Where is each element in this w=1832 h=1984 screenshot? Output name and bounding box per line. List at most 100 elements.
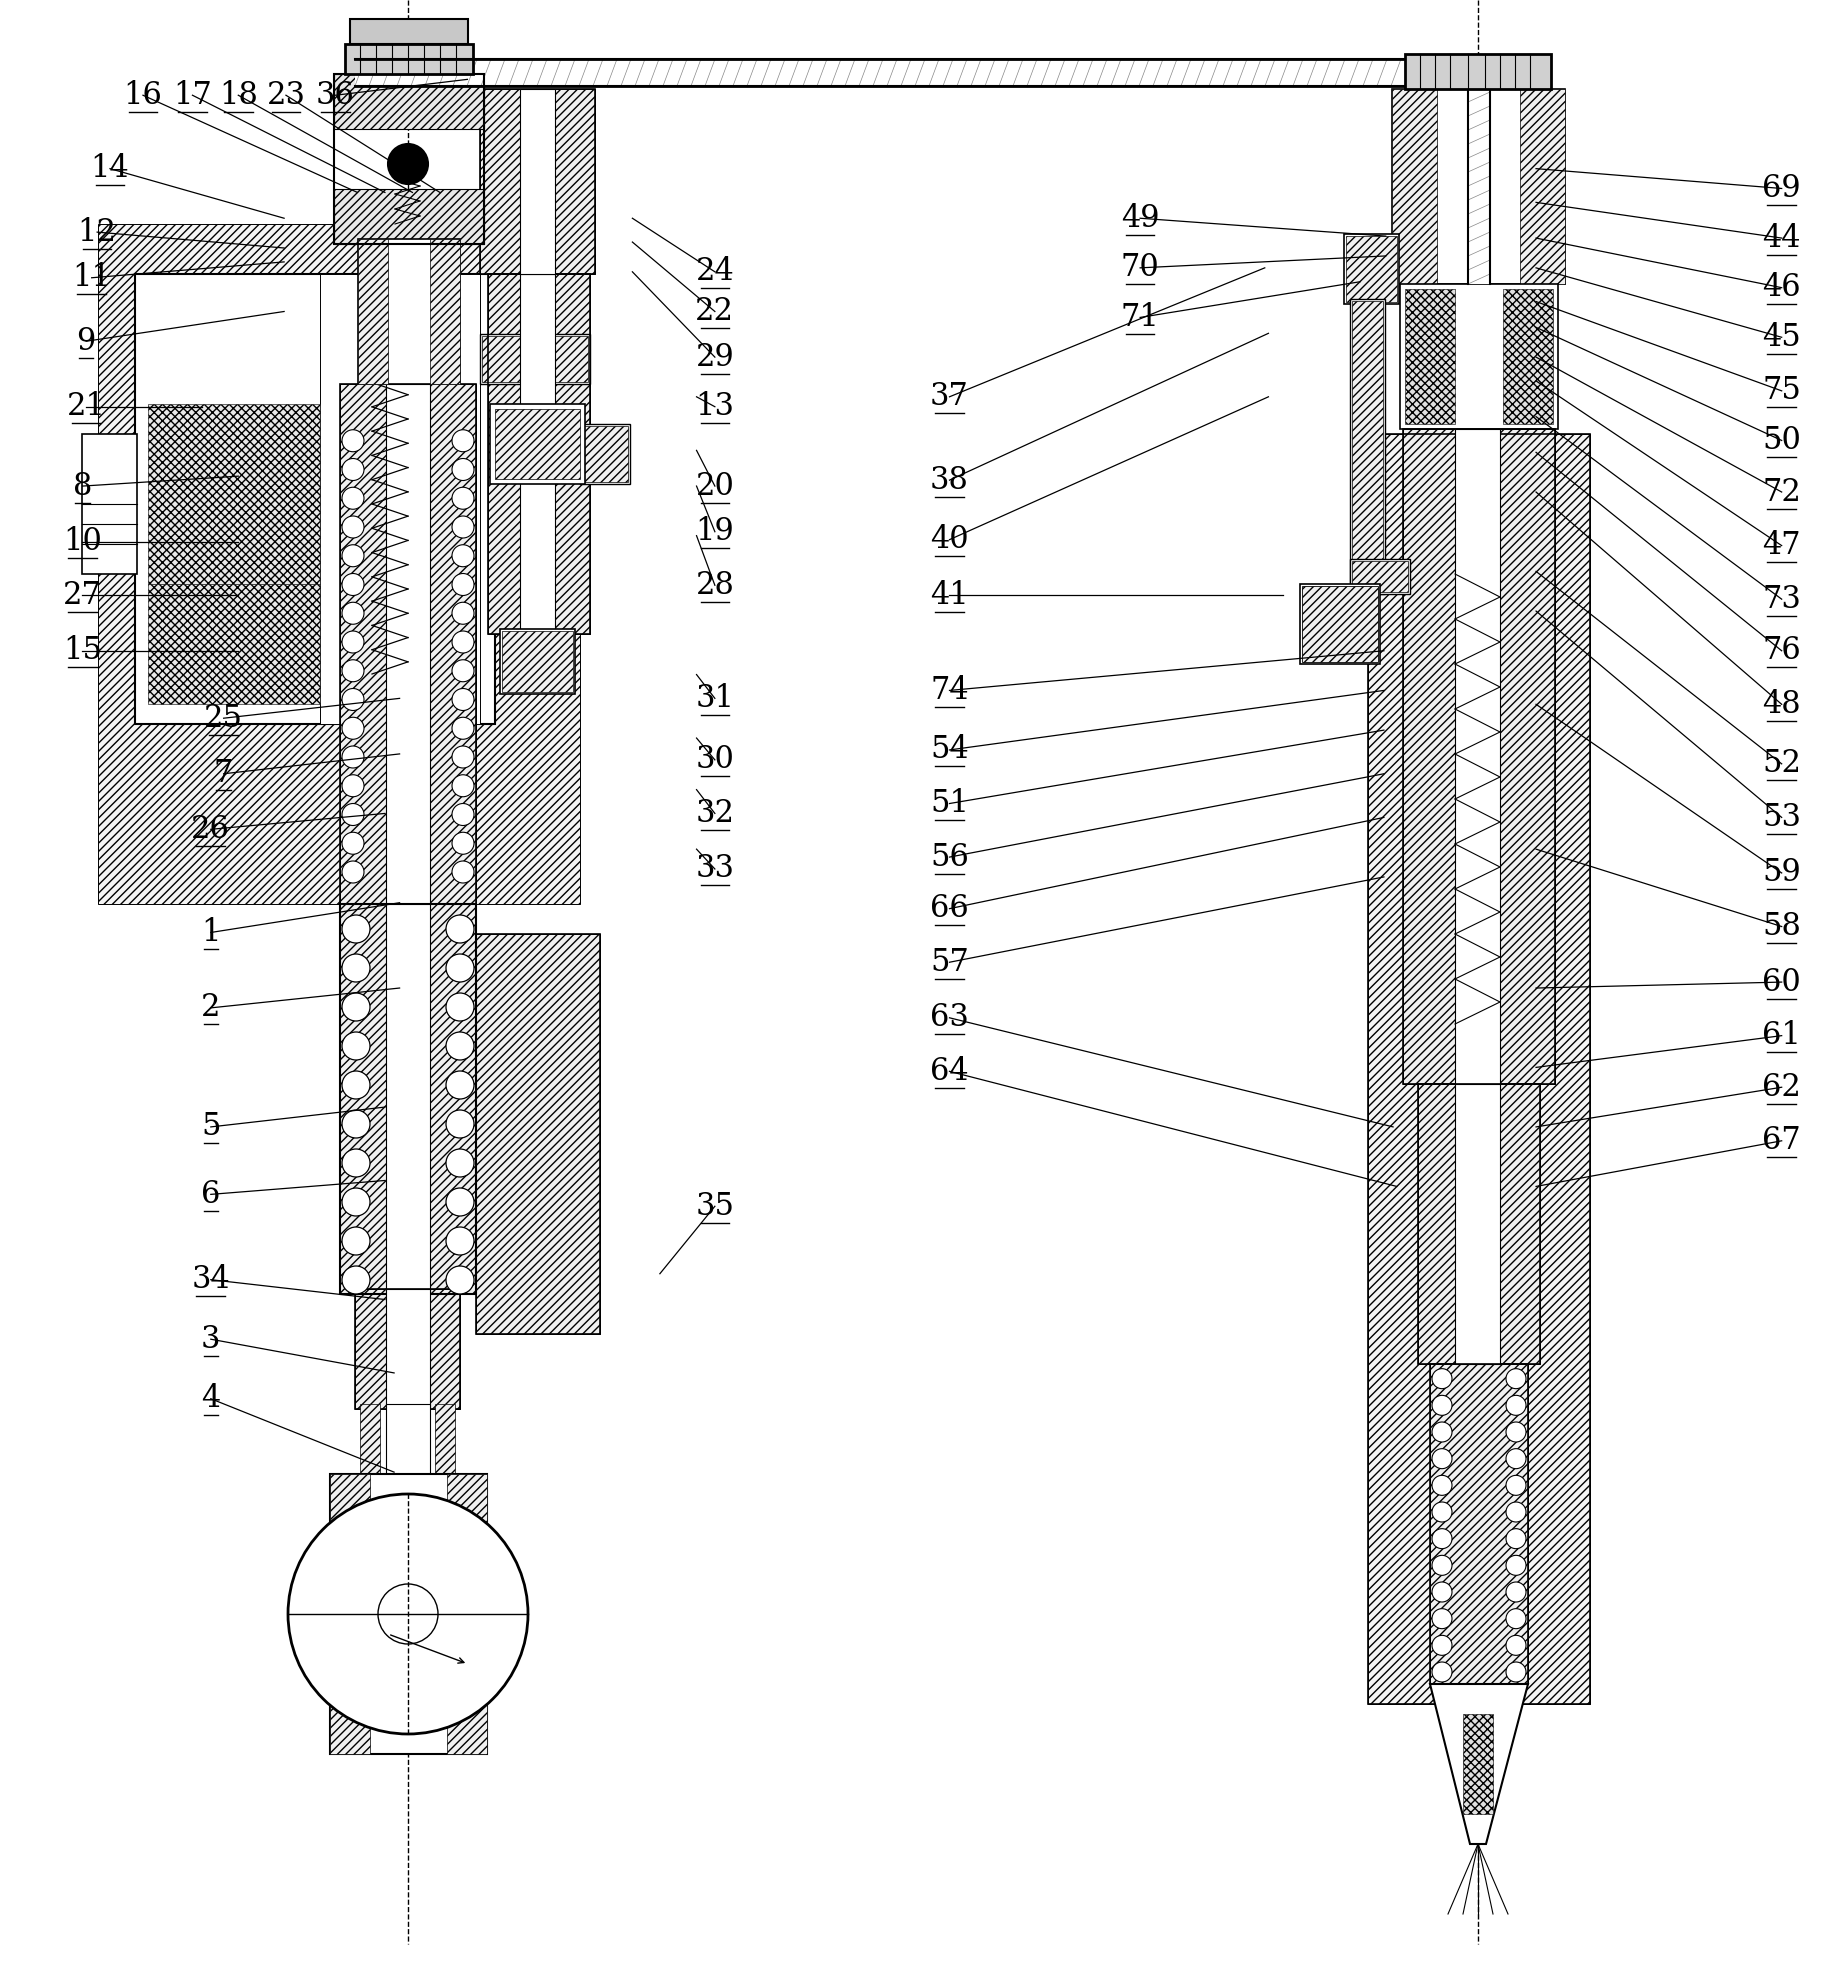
Circle shape (343, 1109, 370, 1139)
Bar (1352, 302, 1383, 591)
Text: 30: 30 (694, 744, 735, 776)
Bar (82, 434, 137, 573)
Bar (350, 20, 467, 44)
Bar (495, 409, 579, 478)
Circle shape (1506, 1635, 1526, 1655)
Circle shape (1506, 1476, 1526, 1496)
Bar (387, 1405, 431, 1484)
Text: 54: 54 (929, 734, 969, 766)
Bar (387, 385, 431, 905)
Text: 5: 5 (202, 1111, 220, 1143)
Bar (583, 427, 628, 482)
Circle shape (343, 831, 365, 855)
Circle shape (453, 573, 474, 595)
Bar (480, 333, 590, 385)
Text: 28: 28 (694, 569, 735, 601)
Bar (480, 89, 595, 274)
Circle shape (453, 546, 474, 567)
Circle shape (343, 488, 365, 510)
Circle shape (445, 954, 474, 982)
Text: 34: 34 (191, 1264, 231, 1296)
Circle shape (453, 631, 474, 653)
Bar (333, 188, 484, 244)
Text: 14: 14 (90, 153, 130, 185)
Circle shape (453, 746, 474, 768)
Circle shape (445, 994, 474, 1022)
Bar (482, 335, 588, 383)
Bar (1467, 85, 1489, 284)
Circle shape (453, 774, 474, 798)
Text: 71: 71 (1119, 302, 1160, 333)
Circle shape (1431, 1423, 1451, 1442)
Circle shape (1431, 1395, 1451, 1415)
Text: 12: 12 (77, 216, 117, 248)
Circle shape (343, 1188, 370, 1216)
Circle shape (453, 603, 474, 625)
Bar (387, 905, 431, 1294)
Circle shape (1506, 1395, 1526, 1415)
Bar (579, 425, 630, 484)
Bar (1401, 429, 1554, 1083)
Text: 64: 64 (929, 1055, 969, 1087)
Bar (1390, 89, 1436, 284)
Bar (1418, 1083, 1539, 1365)
Bar (1345, 236, 1396, 302)
Text: 24: 24 (694, 256, 735, 288)
Bar (344, 44, 473, 73)
Bar (1429, 1365, 1528, 1684)
Circle shape (343, 774, 365, 798)
Text: 23: 23 (266, 79, 306, 111)
Circle shape (343, 861, 365, 883)
Text: 47: 47 (1761, 530, 1801, 561)
Circle shape (445, 1032, 474, 1059)
Bar (476, 934, 599, 1333)
Bar (355, 1290, 460, 1409)
Circle shape (343, 1226, 370, 1256)
Circle shape (343, 718, 365, 740)
Circle shape (1431, 1663, 1451, 1682)
Circle shape (343, 516, 365, 538)
Text: 51: 51 (929, 788, 969, 819)
Bar (330, 1474, 370, 1754)
Circle shape (445, 1266, 474, 1294)
Bar (359, 1405, 379, 1484)
Text: 20: 20 (694, 470, 735, 502)
Text: 75: 75 (1761, 375, 1801, 407)
Bar (487, 274, 590, 635)
Circle shape (1506, 1369, 1526, 1389)
Text: 32: 32 (694, 798, 735, 829)
Text: 21: 21 (66, 391, 106, 423)
Bar (447, 1474, 487, 1754)
Circle shape (445, 1109, 474, 1139)
Bar (1455, 429, 1499, 1083)
Text: 61: 61 (1761, 1020, 1801, 1052)
Bar (476, 934, 599, 1333)
Bar (1343, 234, 1398, 304)
Text: 69: 69 (1761, 173, 1801, 204)
Text: 35: 35 (694, 1190, 735, 1222)
Bar (431, 238, 460, 385)
Bar (1455, 1083, 1499, 1365)
Circle shape (1506, 1448, 1526, 1468)
Text: 59: 59 (1761, 857, 1801, 889)
Bar (1405, 54, 1550, 89)
Circle shape (445, 1226, 474, 1256)
Text: 73: 73 (1761, 583, 1801, 615)
Circle shape (388, 145, 427, 185)
Text: 26: 26 (191, 813, 231, 845)
Text: 53: 53 (1761, 802, 1801, 833)
Circle shape (343, 1032, 370, 1059)
Bar (355, 1290, 460, 1409)
Text: 36: 36 (315, 79, 355, 111)
Text: 44: 44 (1761, 222, 1801, 254)
Text: 13: 13 (694, 391, 735, 423)
Bar (1367, 434, 1588, 1704)
Bar (357, 238, 388, 385)
Bar (502, 631, 573, 692)
Circle shape (1506, 1581, 1526, 1601)
Bar (387, 1290, 431, 1409)
Text: 46: 46 (1761, 272, 1801, 304)
Text: 10: 10 (62, 526, 103, 558)
Bar (1299, 583, 1379, 665)
Text: 60: 60 (1761, 966, 1801, 998)
